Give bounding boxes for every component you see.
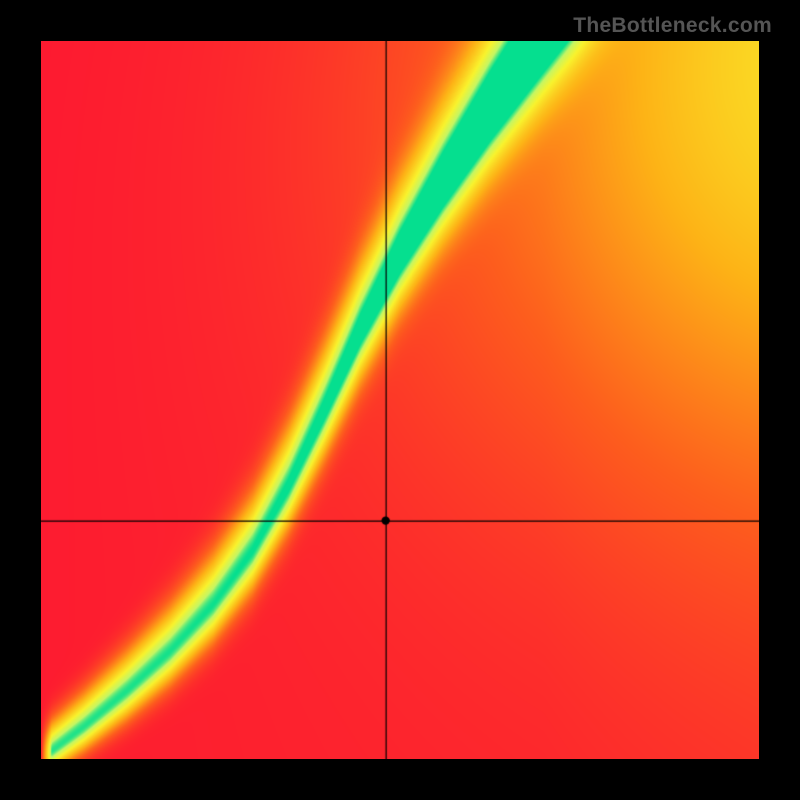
chart-container: TheBottleneck.com <box>0 0 800 800</box>
heatmap-canvas <box>41 41 759 759</box>
plot-area <box>41 41 759 759</box>
watermark-text: TheBottleneck.com <box>573 14 772 38</box>
